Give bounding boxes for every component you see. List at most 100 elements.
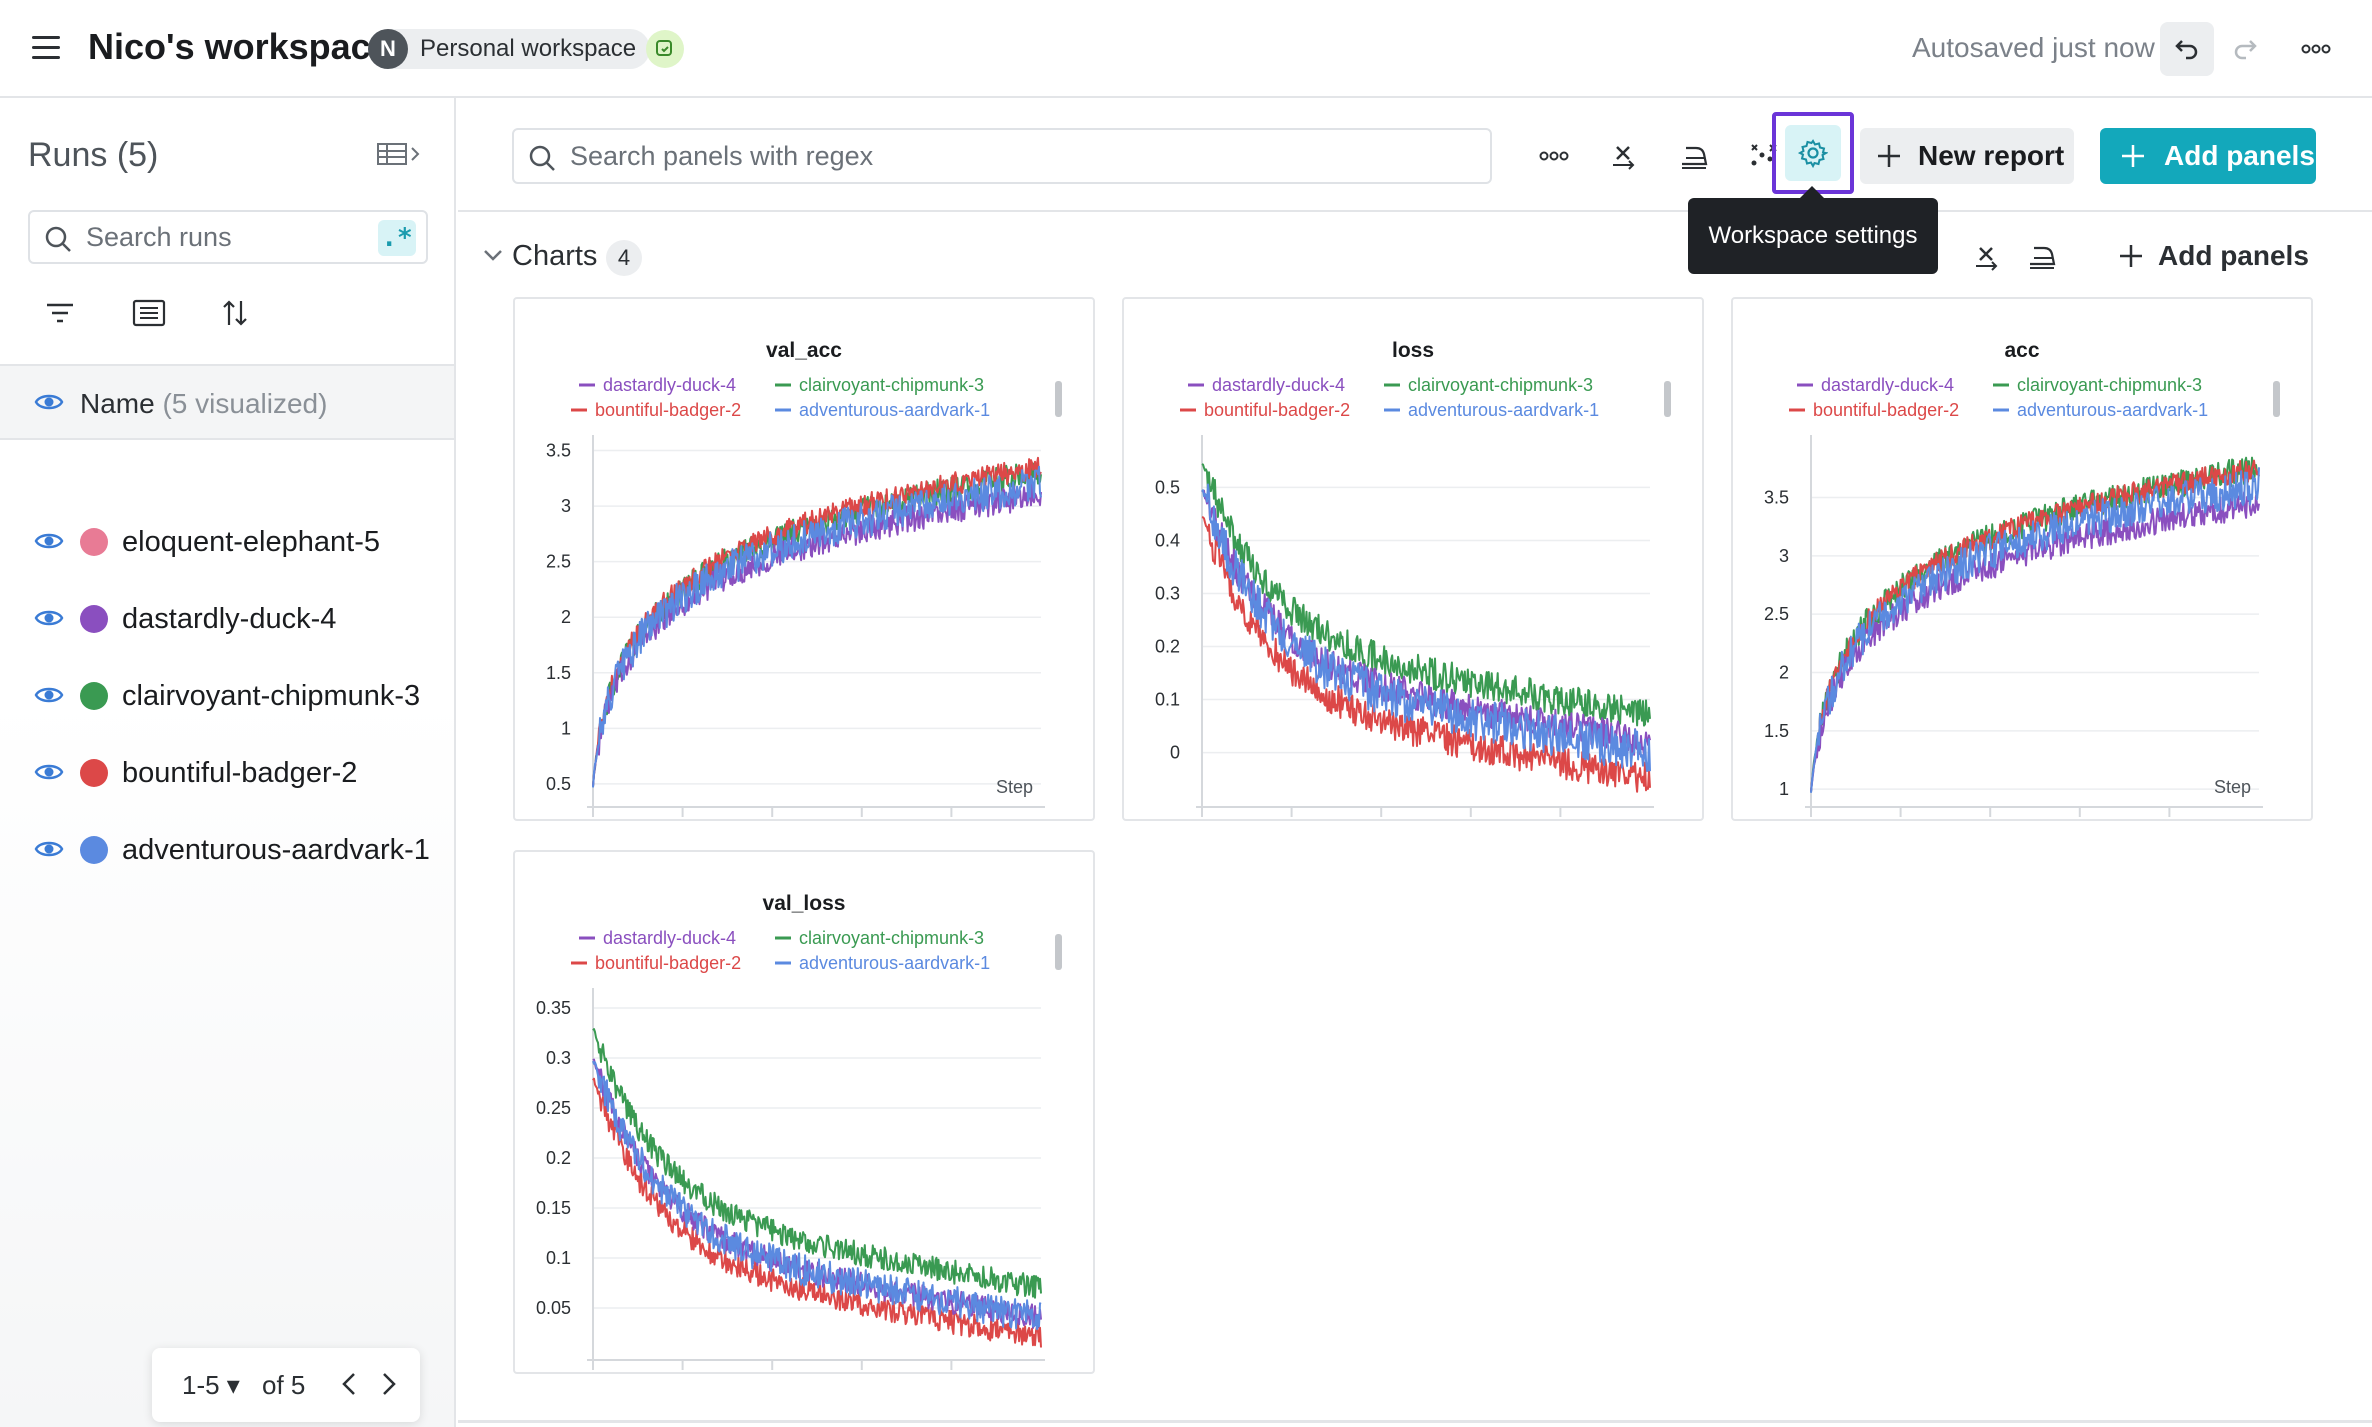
y-tick-label: 2 bbox=[561, 607, 571, 627]
y-tick-label: 1.5 bbox=[1764, 721, 1789, 741]
chevron-down-icon[interactable] bbox=[482, 248, 504, 262]
search-panels-input[interactable] bbox=[570, 137, 1450, 175]
legend-entry[interactable]: bountiful-badger-2 bbox=[595, 400, 741, 420]
y-tick-label: 3 bbox=[561, 496, 571, 516]
section-title[interactable]: Charts bbox=[512, 240, 598, 272]
y-tick-label: 1.5 bbox=[546, 663, 571, 683]
run-color-dot[interactable] bbox=[80, 682, 108, 710]
legend-entry[interactable]: adventurous-aardvark-1 bbox=[799, 400, 990, 420]
saved-view-icon[interactable] bbox=[646, 30, 684, 68]
run-name[interactable]: clairvoyant-chipmunk-3 bbox=[122, 680, 421, 712]
legend-entry[interactable]: dastardly-duck-4 bbox=[603, 928, 736, 948]
legend-scrollbar[interactable] bbox=[1664, 381, 1671, 417]
y-tick-label: 2.5 bbox=[1764, 604, 1789, 624]
add-panels-button[interactable]: Add panels bbox=[2100, 128, 2316, 184]
name-column-header[interactable]: Name (5 visualized) bbox=[80, 388, 328, 419]
line-chart: loss dastardly-duck-4 clairvoyant-chipmunk… bbox=[1155, 339, 1671, 817]
chevron-left-icon[interactable] bbox=[338, 1368, 362, 1400]
legend-entry[interactable]: bountiful-badger-2 bbox=[595, 953, 741, 973]
series-line bbox=[592, 1077, 1042, 1348]
x-axis-icon[interactable] bbox=[1972, 242, 2002, 272]
divider bbox=[458, 1420, 2372, 1423]
panel-search-box bbox=[512, 128, 1492, 184]
run-name[interactable]: eloquent-elephant-5 bbox=[122, 526, 380, 558]
filter-icon[interactable] bbox=[44, 298, 76, 328]
run-row[interactable]: dastardly-duck-4 bbox=[0, 583, 454, 655]
y-tick-label: 3.5 bbox=[1764, 488, 1789, 508]
expand-table-icon[interactable] bbox=[376, 140, 424, 170]
run-color-dot[interactable] bbox=[80, 836, 108, 864]
top-header: Nico's workspace N Personal workspace Au… bbox=[0, 0, 2372, 98]
series-line bbox=[1810, 456, 2260, 792]
section-add-panels-button[interactable]: Add panels bbox=[2118, 240, 2309, 272]
y-tick-label: 0.1 bbox=[1155, 690, 1180, 710]
eye-icon bbox=[34, 610, 64, 626]
autosave-status: Autosaved just now bbox=[1912, 32, 2155, 63]
undo-button[interactable] bbox=[2160, 22, 2214, 76]
chevron-right-icon[interactable] bbox=[376, 1368, 400, 1400]
series-line bbox=[592, 1058, 1042, 1329]
smoothing-iron-icon[interactable] bbox=[1672, 134, 1716, 178]
menu-icon[interactable] bbox=[32, 36, 60, 60]
chart-title: val_acc bbox=[766, 339, 842, 362]
legend-entry[interactable]: bountiful-badger-2 bbox=[1204, 400, 1350, 420]
run-row[interactable]: adventurous-aardvark-1 bbox=[0, 814, 454, 886]
run-name[interactable]: adventurous-aardvark-1 bbox=[122, 834, 430, 866]
series-line bbox=[592, 1028, 1042, 1299]
chart-panel-val-loss[interactable]: val_loss dastardly-duck-4 clairvoyant-chip… bbox=[513, 850, 1095, 1374]
eye-icon bbox=[34, 394, 64, 410]
more-options-icon[interactable] bbox=[2294, 32, 2338, 66]
workspace-type-pill[interactable]: N Personal workspace bbox=[368, 29, 651, 69]
page-range-select[interactable]: 1-5 ▾ bbox=[182, 1370, 240, 1400]
gear-icon bbox=[1798, 139, 1828, 168]
more-options-icon[interactable] bbox=[1532, 134, 1576, 178]
run-color-dot[interactable] bbox=[80, 759, 108, 787]
legend-entry[interactable]: clairvoyant-chipmunk-3 bbox=[1408, 375, 1593, 395]
chart-panel-acc[interactable]: acc dastardly-duck-4 clairvoyant-chipmunk-… bbox=[1731, 297, 2313, 821]
chart-panel-val-acc[interactable]: val_acc dastardly-duck-4 clairvoyant-chipm… bbox=[513, 297, 1095, 821]
run-row[interactable]: bountiful-badger-2 bbox=[0, 737, 454, 809]
legend-entry[interactable]: clairvoyant-chipmunk-3 bbox=[799, 375, 984, 395]
workspace-settings-button[interactable] bbox=[1772, 112, 1854, 194]
run-color-dot[interactable] bbox=[80, 528, 108, 556]
group-icon[interactable] bbox=[132, 298, 166, 328]
legend-scrollbar[interactable] bbox=[1055, 934, 1062, 970]
legend-scrollbar[interactable] bbox=[1055, 381, 1062, 417]
avatar: N bbox=[368, 29, 408, 69]
new-report-button[interactable]: New report bbox=[1860, 128, 2074, 184]
run-color-dot[interactable] bbox=[80, 605, 108, 633]
sort-icon[interactable] bbox=[220, 298, 252, 328]
run-row[interactable]: eloquent-elephant-5 bbox=[0, 506, 454, 578]
plus-icon bbox=[1878, 145, 1900, 167]
legend-entry[interactable]: dastardly-duck-4 bbox=[1212, 375, 1345, 395]
workspace-type-label: Personal workspace bbox=[420, 35, 637, 62]
y-tick-label: 3.5 bbox=[546, 441, 571, 461]
redo-button[interactable] bbox=[2218, 22, 2272, 76]
chart-panel-loss[interactable]: loss dastardly-duck-4 clairvoyant-chipmunk… bbox=[1122, 297, 1704, 821]
legend-entry[interactable]: clairvoyant-chipmunk-3 bbox=[799, 928, 984, 948]
plus-icon bbox=[2120, 245, 2142, 267]
legend-entry[interactable]: dastardly-duck-4 bbox=[1821, 375, 1954, 395]
legend-entry[interactable]: clairvoyant-chipmunk-3 bbox=[2017, 375, 2202, 395]
y-tick-label: 1 bbox=[1779, 779, 1789, 799]
legend-entry[interactable]: bountiful-badger-2 bbox=[1813, 400, 1959, 420]
section-count-badge: 4 bbox=[606, 240, 642, 276]
search-runs-input[interactable] bbox=[86, 218, 386, 256]
legend-entry[interactable]: adventurous-aardvark-1 bbox=[1408, 400, 1599, 420]
y-tick-label: 0.25 bbox=[536, 1098, 571, 1118]
series-line bbox=[1201, 489, 1651, 757]
eye-icon bbox=[34, 687, 64, 703]
legend-entry[interactable]: adventurous-aardvark-1 bbox=[799, 953, 990, 973]
x-axis-icon[interactable] bbox=[1602, 134, 1646, 178]
run-name[interactable]: dastardly-duck-4 bbox=[122, 603, 337, 635]
series-line bbox=[1201, 516, 1651, 793]
legend-scrollbar[interactable] bbox=[2273, 381, 2280, 417]
run-name[interactable]: bountiful-badger-2 bbox=[122, 757, 358, 789]
regex-toggle-button[interactable]: .* bbox=[378, 220, 416, 256]
legend-entry[interactable]: adventurous-aardvark-1 bbox=[2017, 400, 2208, 420]
smoothing-iron-icon[interactable] bbox=[2026, 242, 2058, 270]
y-tick-label: 2 bbox=[1779, 663, 1789, 683]
legend-entry[interactable]: dastardly-duck-4 bbox=[603, 375, 736, 395]
run-row[interactable]: clairvoyant-chipmunk-3 bbox=[0, 660, 454, 732]
runs-title: Runs (5) bbox=[28, 136, 159, 174]
